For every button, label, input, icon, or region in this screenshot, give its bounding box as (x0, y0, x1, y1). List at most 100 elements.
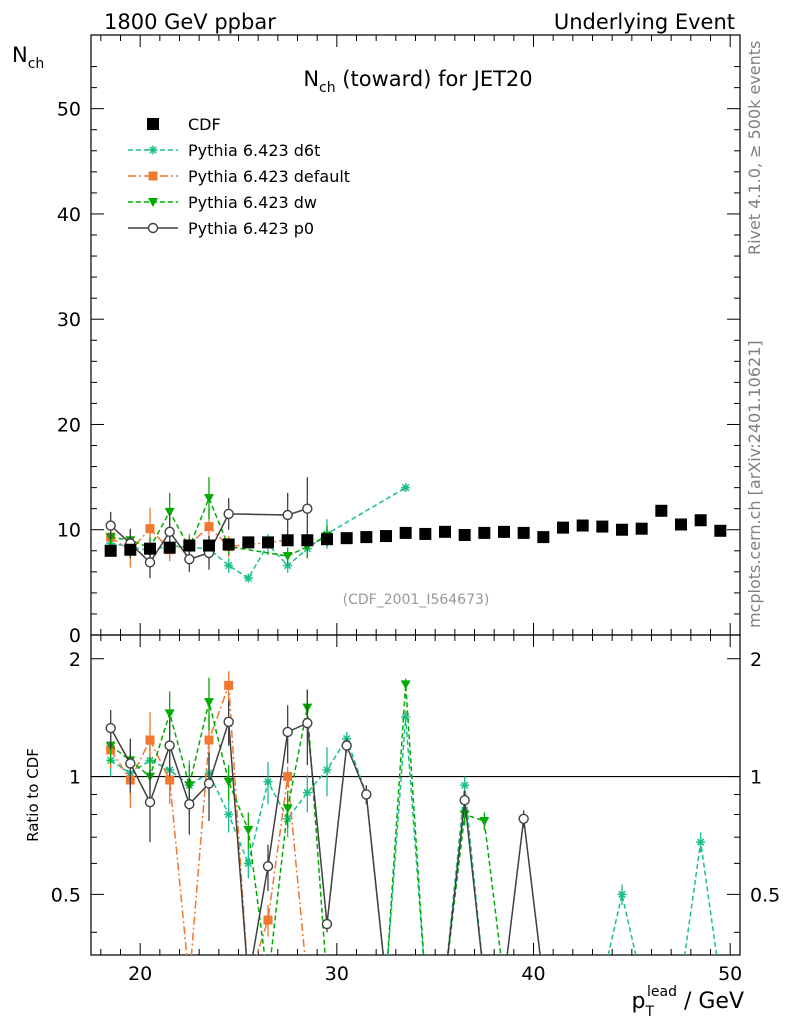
default-marker-square (148, 171, 158, 181)
data-point (144, 557, 156, 568)
data-point (184, 554, 195, 565)
d6t-marker-star-arm (696, 838, 705, 846)
d6t-marker-star-arm (323, 766, 331, 774)
p0-marker-circle (223, 508, 234, 520)
data-point (479, 816, 490, 826)
data-point (360, 531, 373, 544)
legend-marker (147, 222, 159, 234)
cdf-marker-square (557, 521, 569, 534)
y-tick-label: 0 (69, 625, 81, 647)
dw-marker-triangle (148, 198, 158, 207)
data-point (104, 544, 117, 557)
series-square (106, 671, 306, 955)
cdf-marker-square (439, 525, 451, 538)
p0-marker-circle (125, 758, 136, 769)
y-tick-label: 30 (57, 309, 81, 331)
data-point (694, 514, 707, 527)
dw-marker-triangle (282, 552, 293, 562)
cdf-marker-square (380, 530, 392, 543)
p0-marker-circle (184, 798, 195, 810)
data-point (282, 804, 293, 814)
legend-entry: Pythia 6.423 d6t (128, 141, 320, 160)
data-point (458, 529, 471, 541)
data-point (321, 533, 333, 546)
p0-marker-circle (341, 740, 352, 751)
data-point (204, 698, 214, 708)
data-point (243, 573, 253, 583)
legend-entry: Pythia 6.423 p0 (128, 219, 314, 238)
cdf-marker-square (478, 526, 491, 539)
data-point (144, 797, 156, 808)
data-point (399, 526, 412, 539)
legend-marker (148, 198, 158, 207)
cdf-marker-square (104, 544, 117, 557)
y-tick-label: 50 (57, 99, 81, 121)
default-marker-square (224, 680, 234, 690)
p0-marker-circle (459, 795, 470, 806)
legend-marker (148, 145, 158, 155)
ratio-tick-label-left: 1 (69, 767, 81, 789)
default-marker-square (204, 735, 214, 745)
p0-marker-circle (144, 797, 156, 808)
p0-marker-circle (282, 509, 293, 521)
data-point (459, 810, 470, 820)
legend-marker (147, 118, 159, 130)
data-point (282, 509, 293, 521)
data-point (204, 494, 214, 504)
data-point (163, 541, 176, 554)
legend-label: Pythia 6.423 p0 (188, 219, 314, 238)
ratio-tick-label-left: 0.5 (51, 884, 81, 906)
data-point (301, 534, 314, 547)
cdf-marker-square (616, 523, 628, 536)
data-point (224, 809, 234, 819)
data-point (183, 539, 196, 552)
cdf-marker-square (183, 539, 196, 552)
series-line (110, 496, 328, 557)
data-point (263, 915, 273, 925)
p0-marker-circle (147, 222, 159, 234)
ratio-panel: 20 30 40 50 0.5 0.5 1 1 2 2 (51, 634, 780, 985)
cdf-marker-square (242, 536, 255, 549)
default-marker-square (145, 735, 155, 745)
x-tick-label: 50 (718, 963, 742, 985)
d6t-marker-star-arm (618, 890, 626, 899)
data-point (164, 526, 175, 538)
cdf-marker-square (360, 531, 373, 544)
data-point (714, 524, 727, 537)
data-point (222, 538, 235, 551)
y-tick-label: 40 (57, 204, 81, 226)
default-marker-square (263, 915, 273, 925)
data-point (400, 680, 411, 690)
data-point (439, 525, 451, 538)
data-point (164, 709, 175, 719)
data-point (341, 740, 352, 751)
cdf-marker-square (655, 504, 668, 517)
cdf-marker-square (675, 518, 687, 531)
data-point (165, 775, 175, 785)
data-point (281, 534, 294, 547)
d6t-marker-star-arm (342, 734, 351, 743)
default-marker-square (283, 772, 293, 782)
p0-marker-circle (262, 861, 274, 872)
dw-marker-triangle (204, 698, 214, 708)
d6t-marker-star-arm (224, 810, 233, 819)
dw-marker-triangle (400, 680, 411, 690)
plot-title: Nch (toward) for JET20 (303, 67, 532, 96)
cdf-marker-square (576, 519, 589, 532)
data-point (576, 519, 589, 532)
process-label: Underlying Event (554, 10, 735, 34)
p0-marker-circle (144, 557, 156, 568)
data-point (340, 532, 353, 545)
p0-marker-circle (302, 717, 313, 729)
data-point (537, 531, 550, 544)
data-point (557, 521, 569, 534)
ratio-tick-label-right: 1 (750, 767, 762, 789)
data-point (617, 889, 627, 899)
dw-marker-triangle (204, 494, 214, 504)
data-point (125, 758, 136, 769)
series-circle (105, 689, 541, 955)
cdf-marker-square (517, 526, 530, 539)
p0-marker-circle (164, 740, 175, 751)
series-line (110, 716, 718, 955)
